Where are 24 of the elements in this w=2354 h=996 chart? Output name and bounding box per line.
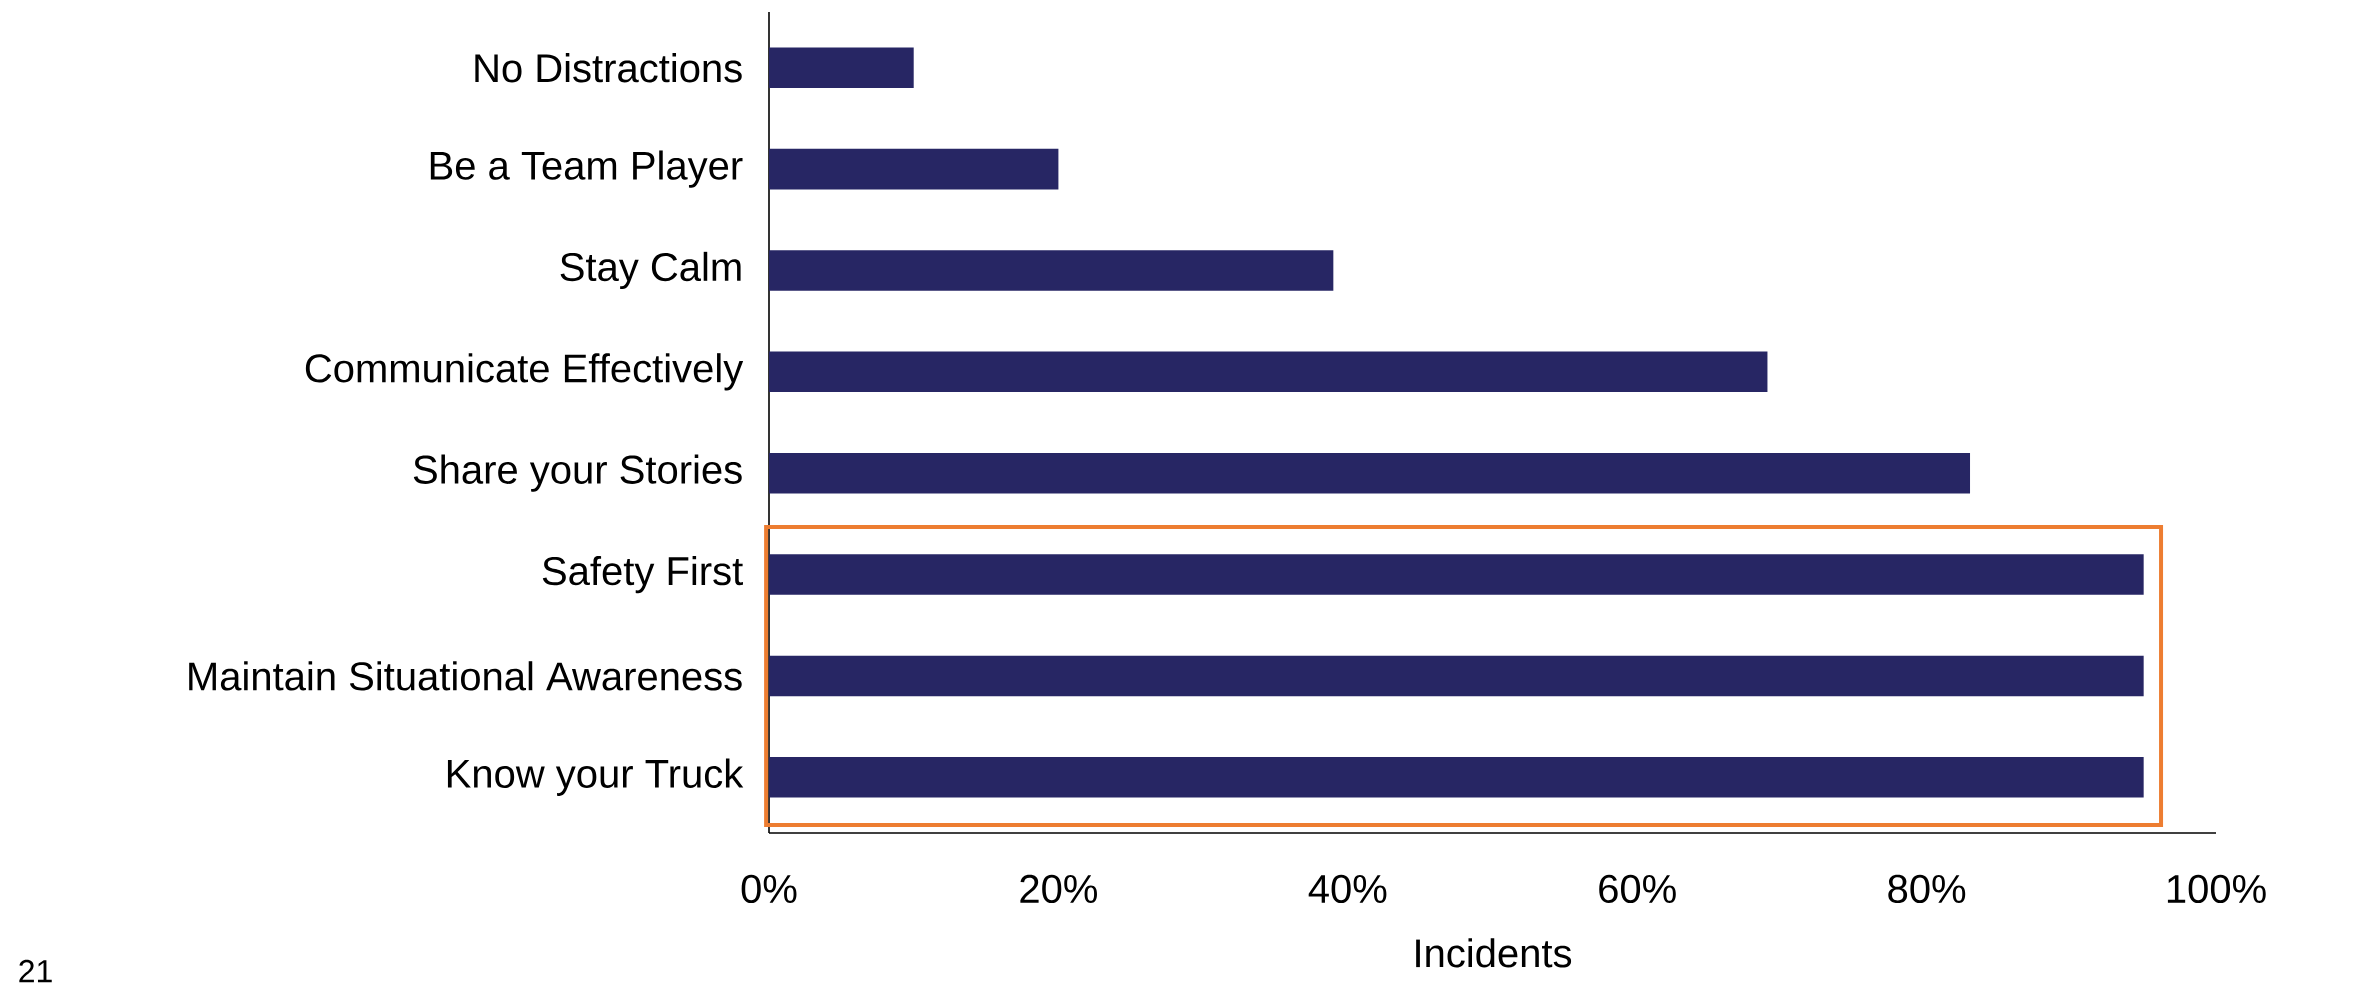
x-tick-label: 100% <box>2167 875 2266 904</box>
x-tick-label: 0% <box>741 875 797 904</box>
bar <box>769 250 1334 291</box>
x-axis-title: Incidents <box>1416 938 1572 968</box>
bar <box>769 351 1768 393</box>
y-tick-label: Stay Calm <box>560 252 741 290</box>
bar <box>769 554 2144 596</box>
x-tick-label: 40% <box>1308 875 1387 904</box>
bar <box>769 655 2144 697</box>
bar <box>769 149 1059 190</box>
y-tick-label: Be a Team Player <box>430 150 743 189</box>
bar <box>769 47 914 89</box>
x-tick-label: 80% <box>1888 875 1966 904</box>
y-tick-label: No Distractions <box>475 53 742 83</box>
y-tick-label: Share your Stories <box>413 454 742 493</box>
x-tick-label: 20% <box>1020 875 1097 904</box>
y-tick-label: Maintain Situational Awareness <box>189 661 742 691</box>
x-tick-label: 60% <box>1599 875 1676 904</box>
bar <box>769 757 2144 798</box>
y-tick-label: Communicate Effectively <box>305 353 744 391</box>
bar <box>769 453 1971 494</box>
y-tick-label: Know your Truck <box>447 758 744 797</box>
y-tick-label: Safety First <box>542 556 743 594</box>
text: 21 <box>19 960 52 983</box>
